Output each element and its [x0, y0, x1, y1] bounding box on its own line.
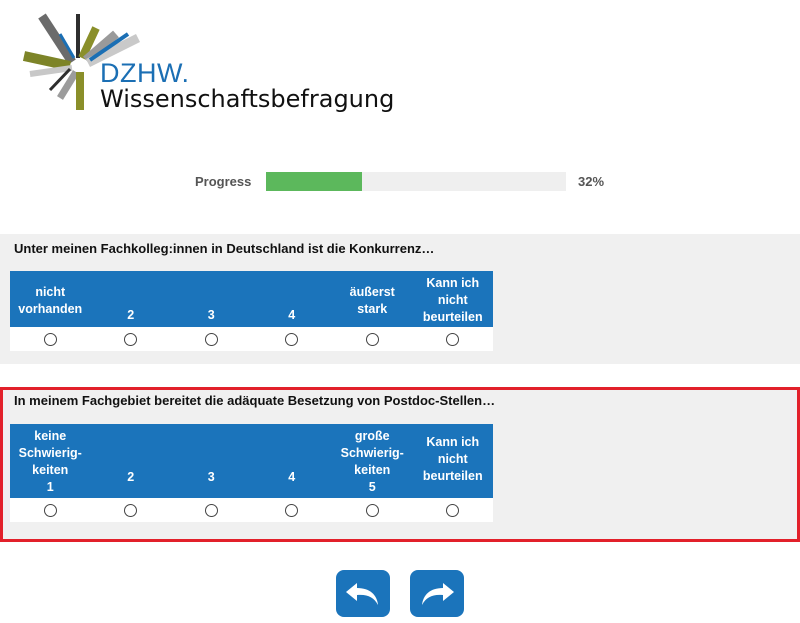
logo-subtitle: Wissenschaftsbefragung: [100, 85, 395, 113]
radio-row: [10, 498, 493, 522]
scale-label-1: nicht vorhanden: [18, 285, 83, 316]
radio-option-cannot-judge[interactable]: [446, 503, 460, 517]
logo-starburst-icon: [22, 13, 141, 110]
back-button[interactable]: [336, 570, 390, 617]
back-arrow-icon: [346, 582, 378, 605]
radio-option-5[interactable]: [365, 332, 379, 346]
radio-option-4[interactable]: [285, 332, 299, 346]
radio-option-4[interactable]: [285, 503, 299, 517]
radio-option-3[interactable]: [204, 332, 218, 346]
scale-label-1: keine Schwierig- keiten 1: [18, 429, 82, 494]
radio-option-2[interactable]: [124, 503, 138, 517]
scale-label-2: 2: [127, 308, 135, 322]
next-button[interactable]: [410, 570, 464, 617]
question-block-2: In meinem Fachgebiet bereitet die adäqua…: [0, 387, 800, 542]
forward-arrow-icon: [422, 582, 454, 605]
scale-label-2: 2: [127, 470, 135, 484]
radio-option-cannot-judge[interactable]: [446, 332, 460, 346]
radio-option-5[interactable]: [365, 503, 379, 517]
dzhw-logo: DZHW. Wissenschaftsbefragung: [20, 8, 394, 118]
scale-label-5: äußerst stark: [349, 285, 395, 316]
question-text: Unter meinen Fachkolleg:innen in Deutsch…: [14, 241, 435, 256]
question-text: In meinem Fachgebiet bereitet die adäqua…: [14, 393, 496, 408]
scale-label-5: große Schwierig- keiten 5: [340, 429, 404, 494]
radio-option-2[interactable]: [124, 332, 138, 346]
scale-label-4: 4: [288, 308, 296, 322]
progress-bar-fill: [266, 172, 362, 191]
scale-label-cannot-judge: Kann ich nicht beurteilen: [422, 435, 483, 483]
scale-label-4: 4: [288, 470, 296, 484]
radio-option-1[interactable]: [43, 503, 57, 517]
rating-scale: keine Schwierig- keiten 1 2 3 4 große Sc…: [10, 424, 493, 522]
rating-scale: nicht vorhanden 2 3 4 äußerst stark Kann…: [10, 271, 493, 351]
scale-header: keine Schwierig- keiten 1 2 3 4 große Sc…: [10, 424, 493, 498]
logo-brand-text: DZHW.: [100, 58, 190, 88]
scale-header: nicht vorhanden 2 3 4 äußerst stark Kann…: [10, 271, 493, 327]
radio-option-3[interactable]: [204, 503, 218, 517]
progress-percent: 32%: [578, 174, 605, 189]
scale-label-3: 3: [207, 470, 215, 484]
scale-label-cannot-judge: Kann ich nicht beurteilen: [422, 276, 483, 324]
progress-bar: [266, 172, 566, 191]
question-block-1: Unter meinen Fachkolleg:innen in Deutsch…: [0, 234, 800, 364]
progress-label: Progress: [195, 174, 252, 189]
scale-label-3: 3: [207, 308, 215, 322]
radio-option-1[interactable]: [43, 332, 57, 346]
radio-row: [10, 327, 493, 351]
